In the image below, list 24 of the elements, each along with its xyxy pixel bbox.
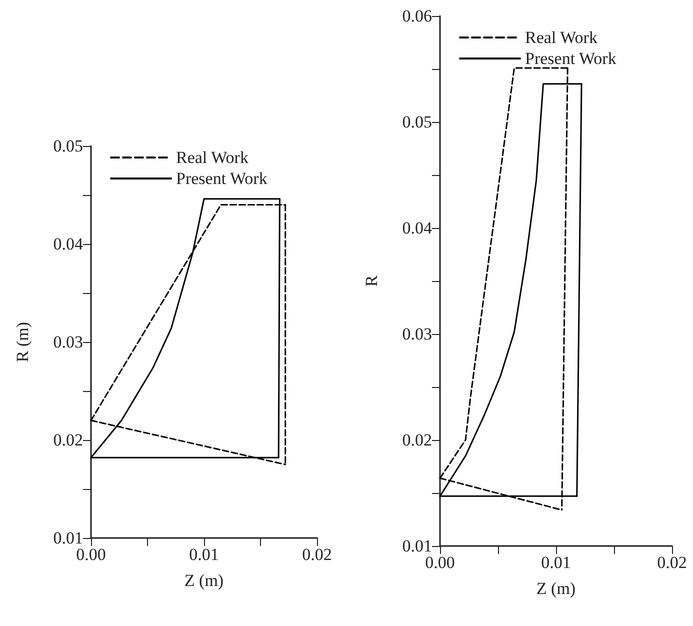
- x-tick-label: 0.00: [425, 553, 455, 572]
- y-tick-label: 0.03: [53, 332, 83, 352]
- x-tick-label: 0.01: [189, 545, 219, 564]
- y-tick-label: 0.05: [402, 112, 432, 132]
- y-tick-label: 0.03: [402, 324, 432, 344]
- legend-label: Present Work: [525, 49, 617, 68]
- legend-label: Real Work: [525, 28, 598, 47]
- y-tick-label: 0.02: [53, 430, 83, 450]
- x-axis-title: Z (m): [184, 571, 224, 590]
- y-tick-label: 0.04: [402, 218, 432, 238]
- y-tick-label: 0.04: [53, 234, 84, 254]
- y-tick-label: 0.05: [53, 136, 83, 156]
- x-tick-label: 0.02: [657, 553, 687, 572]
- legend-label: Present Work: [176, 169, 268, 188]
- y-axis-title: R: [362, 274, 381, 287]
- y-axis-title: R (m): [13, 322, 32, 362]
- x-tick-label: 0.01: [541, 553, 571, 572]
- legend-label: Real Work: [176, 148, 249, 167]
- x-tick-label: 0.02: [302, 545, 332, 564]
- y-tick-label: 0.01: [53, 528, 83, 548]
- x-axis-title: Z (m): [536, 579, 576, 598]
- y-tick-label: 0.02: [402, 430, 432, 450]
- y-tick-label: 0.06: [402, 6, 432, 26]
- x-tick-label: 0.00: [76, 545, 106, 564]
